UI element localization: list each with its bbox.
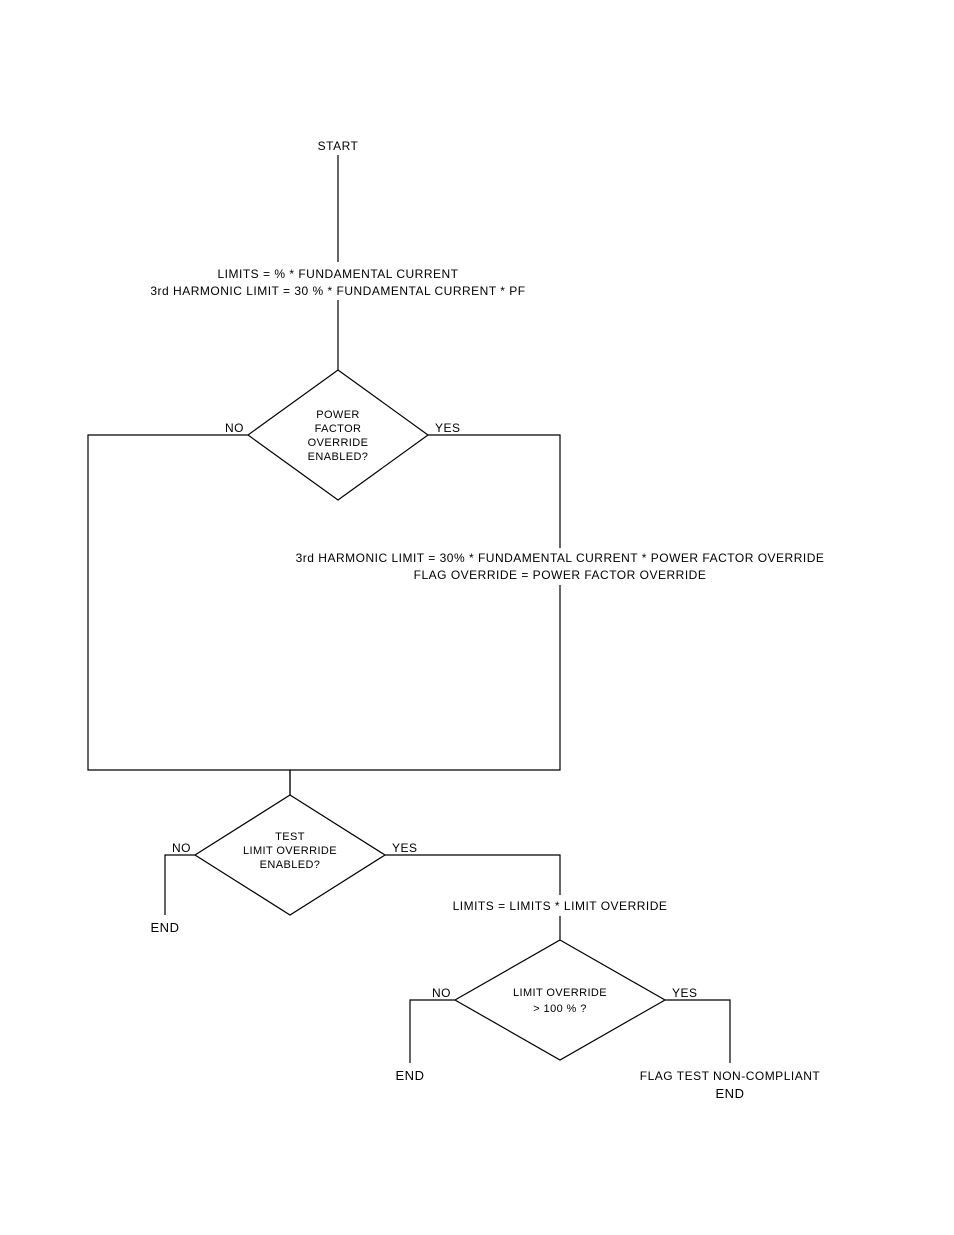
d2-yes-label: YES (392, 841, 418, 855)
edge-proc2-join (290, 585, 560, 770)
d3-l1: LIMIT OVERRIDE (513, 987, 607, 999)
proc1-line2: 3rd HARMONIC LIMIT = 30 % * FUNDAMENTAL … (150, 284, 525, 298)
d2-l3: ENABLED? (260, 859, 321, 871)
decision-power-factor-override (248, 370, 428, 500)
d1-l2: FACTOR (315, 423, 362, 435)
d1-yes-label: YES (435, 421, 461, 435)
edge-d3-no (410, 1000, 455, 1063)
d1-l3: OVERRIDE (308, 437, 369, 449)
d1-no-label: NO (225, 421, 244, 435)
d2-l2: LIMIT OVERRIDE (243, 845, 337, 857)
flowchart: START LIMITS = % * FUNDAMENTAL CURRENT 3… (0, 0, 954, 1235)
proc2-line2: FLAG OVERRIDE = POWER FACTOR OVERRIDE (414, 568, 707, 582)
edge-d2-no (165, 855, 195, 915)
edge-d3-yes (665, 1000, 730, 1063)
proc3: LIMITS = LIMITS * LIMIT OVERRIDE (453, 899, 668, 913)
d1-l4: ENABLED? (308, 451, 369, 463)
d3-yes-label: YES (672, 986, 698, 1000)
proc1-line1: LIMITS = % * FUNDAMENTAL CURRENT (217, 267, 458, 281)
d1-l1: POWER (316, 409, 360, 421)
d3-no-label: NO (432, 986, 451, 1000)
start-label: START (318, 139, 359, 153)
edge-d2-yes (385, 855, 560, 895)
end-1: END (151, 920, 180, 935)
d3-l2: > 100 % ? (533, 1003, 586, 1015)
edge-d1-no (88, 435, 290, 795)
decision-limit-override-gt-100 (455, 940, 665, 1060)
end-2: END (396, 1068, 425, 1083)
proc2-line1: 3rd HARMONIC LIMIT = 30% * FUNDAMENTAL C… (296, 551, 825, 565)
edge-d1-yes (428, 435, 560, 548)
end-3: END (716, 1086, 745, 1101)
flag-non-compliant: FLAG TEST NON-COMPLIANT (640, 1069, 821, 1083)
d2-l1: TEST (275, 831, 305, 843)
d2-no-label: NO (172, 841, 191, 855)
